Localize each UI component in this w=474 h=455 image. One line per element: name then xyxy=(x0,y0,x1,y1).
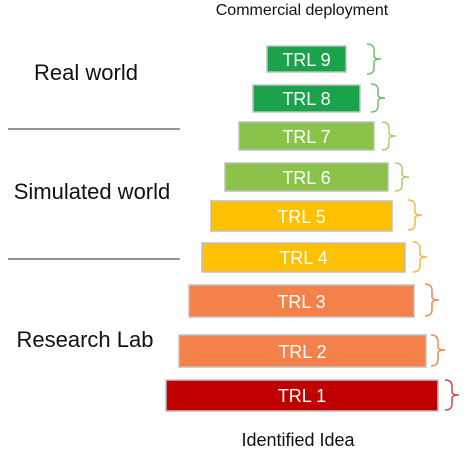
trl-bar-8 xyxy=(252,84,361,113)
trl-label-6: TRL 6 xyxy=(282,168,330,188)
zone-label-simulated-world: Simulated world xyxy=(14,179,171,204)
trl-level-6: TRL 6 xyxy=(224,162,410,192)
trl-bar-5 xyxy=(210,200,393,232)
trl-bar-1 xyxy=(165,379,439,412)
trl-bar-7 xyxy=(238,121,375,151)
trl-level-1: TRL 1 xyxy=(165,379,460,412)
trl-bar-6 xyxy=(224,162,389,192)
trl-label-5: TRL 5 xyxy=(277,207,325,227)
trl-levels: TRL 9 TRL 8 TRL 7 TRL 6 TRL 5 TRL 4 xyxy=(165,43,460,412)
trl-bracket-1 xyxy=(444,379,460,411)
trl-bracket-7 xyxy=(381,121,397,151)
top-caption: Commercial deployment xyxy=(216,2,389,19)
trl-bar-4 xyxy=(201,242,406,273)
trl-bar-3 xyxy=(188,284,415,318)
trl-bracket-3 xyxy=(424,283,440,317)
trl-label-1: TRL 1 xyxy=(278,386,326,406)
trl-bracket-9 xyxy=(366,43,382,75)
trl-label-8: TRL 8 xyxy=(282,89,330,109)
trl-level-5: TRL 5 xyxy=(210,199,423,232)
trl-bracket-2 xyxy=(430,334,446,367)
trl-bar-2 xyxy=(178,334,427,368)
bottom-caption: Identified Idea xyxy=(241,430,355,450)
trl-level-4: TRL 4 xyxy=(201,241,428,273)
trl-level-8: TRL 8 xyxy=(252,83,386,113)
trl-label-3: TRL 3 xyxy=(277,292,325,312)
trl-bracket-6 xyxy=(394,162,410,192)
trl-level-7: TRL 7 xyxy=(238,121,397,151)
trl-level-3: TRL 3 xyxy=(188,283,440,318)
trl-bracket-8 xyxy=(370,83,386,113)
trl-label-4: TRL 4 xyxy=(279,248,327,268)
trl-level-2: TRL 2 xyxy=(178,334,446,368)
trl-bar-9 xyxy=(266,45,347,73)
trl-label-2: TRL 2 xyxy=(278,342,326,362)
zone-label-research-lab: Research Lab xyxy=(17,327,154,352)
zone-label-real-world: Real world xyxy=(34,60,138,85)
trl-bracket-5 xyxy=(407,199,423,231)
trl-label-9: TRL 9 xyxy=(282,50,330,70)
trl-level-9: TRL 9 xyxy=(266,43,382,75)
trl-bracket-4 xyxy=(412,241,428,273)
trl-label-7: TRL 7 xyxy=(282,127,330,147)
